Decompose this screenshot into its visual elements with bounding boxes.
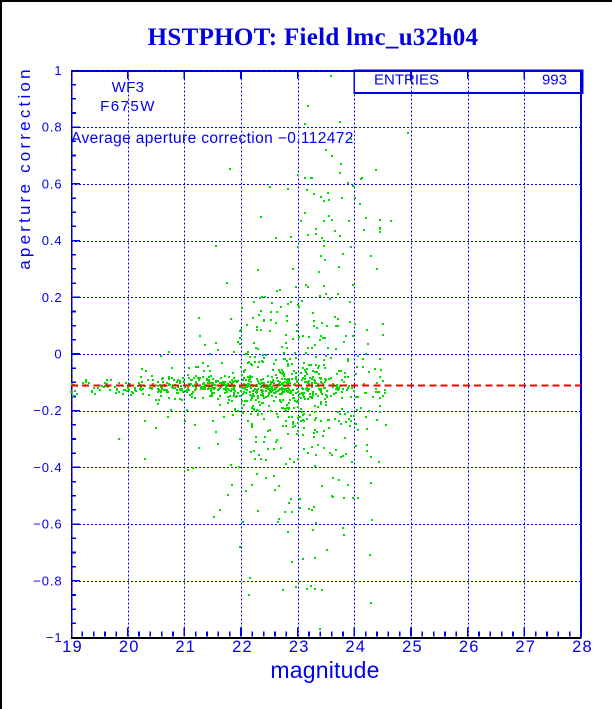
svg-text:−0.6: −0.6 <box>33 517 62 532</box>
svg-text:0.8: 0.8 <box>42 120 63 135</box>
svg-text:ENTRIES: ENTRIES <box>374 72 439 89</box>
svg-text:23: 23 <box>289 638 310 656</box>
svg-text:−1: −1 <box>46 630 63 645</box>
svg-text:HSTPHOT: Field lmc_u32h04: HSTPHOT: Field lmc_u32h04 <box>148 24 479 51</box>
svg-text:26: 26 <box>459 638 480 656</box>
svg-text:0.2: 0.2 <box>42 290 63 305</box>
svg-text:21: 21 <box>175 638 196 656</box>
svg-text:993: 993 <box>542 72 567 89</box>
svg-text:27: 27 <box>515 638 536 656</box>
svg-text:22: 22 <box>232 638 253 656</box>
svg-text:0: 0 <box>54 347 62 362</box>
svg-text:19: 19 <box>62 638 83 656</box>
svg-text:20: 20 <box>119 638 140 656</box>
svg-text:−0.8: −0.8 <box>33 573 62 588</box>
svg-text:0.6: 0.6 <box>42 176 63 191</box>
svg-text:−0.2: −0.2 <box>33 403 62 418</box>
svg-text:magnitude: magnitude <box>270 657 379 683</box>
svg-text:24: 24 <box>345 638 366 656</box>
svg-text:28: 28 <box>572 638 593 656</box>
svg-text:F675W: F675W <box>100 98 156 115</box>
svg-text:1: 1 <box>54 63 62 78</box>
svg-text:0.4: 0.4 <box>42 233 63 248</box>
svg-text:WF3: WF3 <box>112 79 145 96</box>
svg-text:−0.4: −0.4 <box>33 460 62 475</box>
svg-text:Average aperture correction −0: Average aperture correction −0.112472 <box>71 130 354 147</box>
svg-text:aperture correction: aperture correction <box>15 66 34 269</box>
svg-text:25: 25 <box>402 638 423 656</box>
